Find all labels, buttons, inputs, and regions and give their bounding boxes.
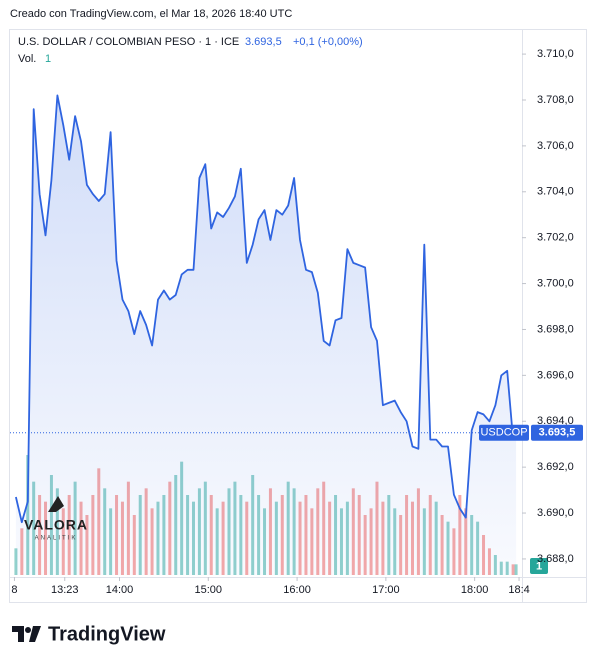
watermark-subtitle: ANALITIK — [35, 536, 78, 542]
x-tick-label: 18:4 — [508, 584, 529, 596]
header-change: +0,1 (+0,00%) — [293, 36, 363, 48]
y-tick-label: 3.700,0 — [537, 277, 574, 289]
symbol-tag — [479, 424, 529, 441]
y-tick-label: 3.702,0 — [537, 232, 574, 244]
x-tick-label: 15:00 — [195, 584, 223, 596]
logo-dot — [25, 627, 31, 633]
last-price-tag — [531, 424, 583, 441]
brand: TradingView — [48, 623, 166, 645]
watermark: VALORA ANALITIK — [24, 496, 88, 542]
symbol-title: U.S. DOLLAR / COLOMBIAN PESO · 1 · ICE — [18, 36, 239, 48]
y-tick-label: 3.694,0 — [537, 415, 574, 427]
chart-frame — [9, 29, 587, 603]
credit: Creado con TradingView.com, el Mar 18, 2… — [10, 8, 292, 20]
y-tick-label: 3.708,0 — [537, 94, 574, 106]
watermark-title: VALORA — [24, 517, 88, 533]
x-tick-label: 14:00 — [106, 584, 134, 596]
badge: 1 — [536, 560, 542, 572]
x-tick-label: 8 — [11, 584, 17, 596]
brand-logo: TradingView — [12, 623, 166, 645]
y-tick-label: 3.704,0 — [537, 186, 574, 198]
y-tick-label: 3.692,0 — [537, 461, 574, 473]
x-tick-label: 18:00 — [461, 584, 489, 596]
header-last: 3.693,5 — [245, 36, 282, 48]
watermark-icon — [48, 496, 64, 512]
last-price-label: 3.693,5 — [539, 427, 576, 439]
price-area — [15, 95, 517, 576]
plot — [10, 94, 522, 576]
price-line — [15, 94, 517, 524]
x-tick-label: 13:23 — [51, 584, 79, 596]
logo-mark — [12, 626, 24, 642]
y-tick-label: 3.706,0 — [537, 140, 574, 152]
y-tick-label: 3.710,0 — [537, 48, 574, 60]
x-tick-label: 16:00 — [283, 584, 311, 596]
y-tick-label: 3.688,0 — [537, 553, 574, 565]
symbol-tag-label: USDCOP — [480, 427, 527, 439]
badge-box — [530, 558, 548, 574]
y-tick-label: 3.690,0 — [537, 507, 574, 519]
y-tick-label: 3.696,0 — [537, 369, 574, 381]
volume-last: 1 — [45, 53, 51, 65]
x-tick-label: 17:00 — [372, 584, 400, 596]
volume-name: Vol. — [18, 53, 36, 65]
logo-slash — [29, 626, 41, 642]
y-tick-label: 3.698,0 — [537, 323, 574, 335]
